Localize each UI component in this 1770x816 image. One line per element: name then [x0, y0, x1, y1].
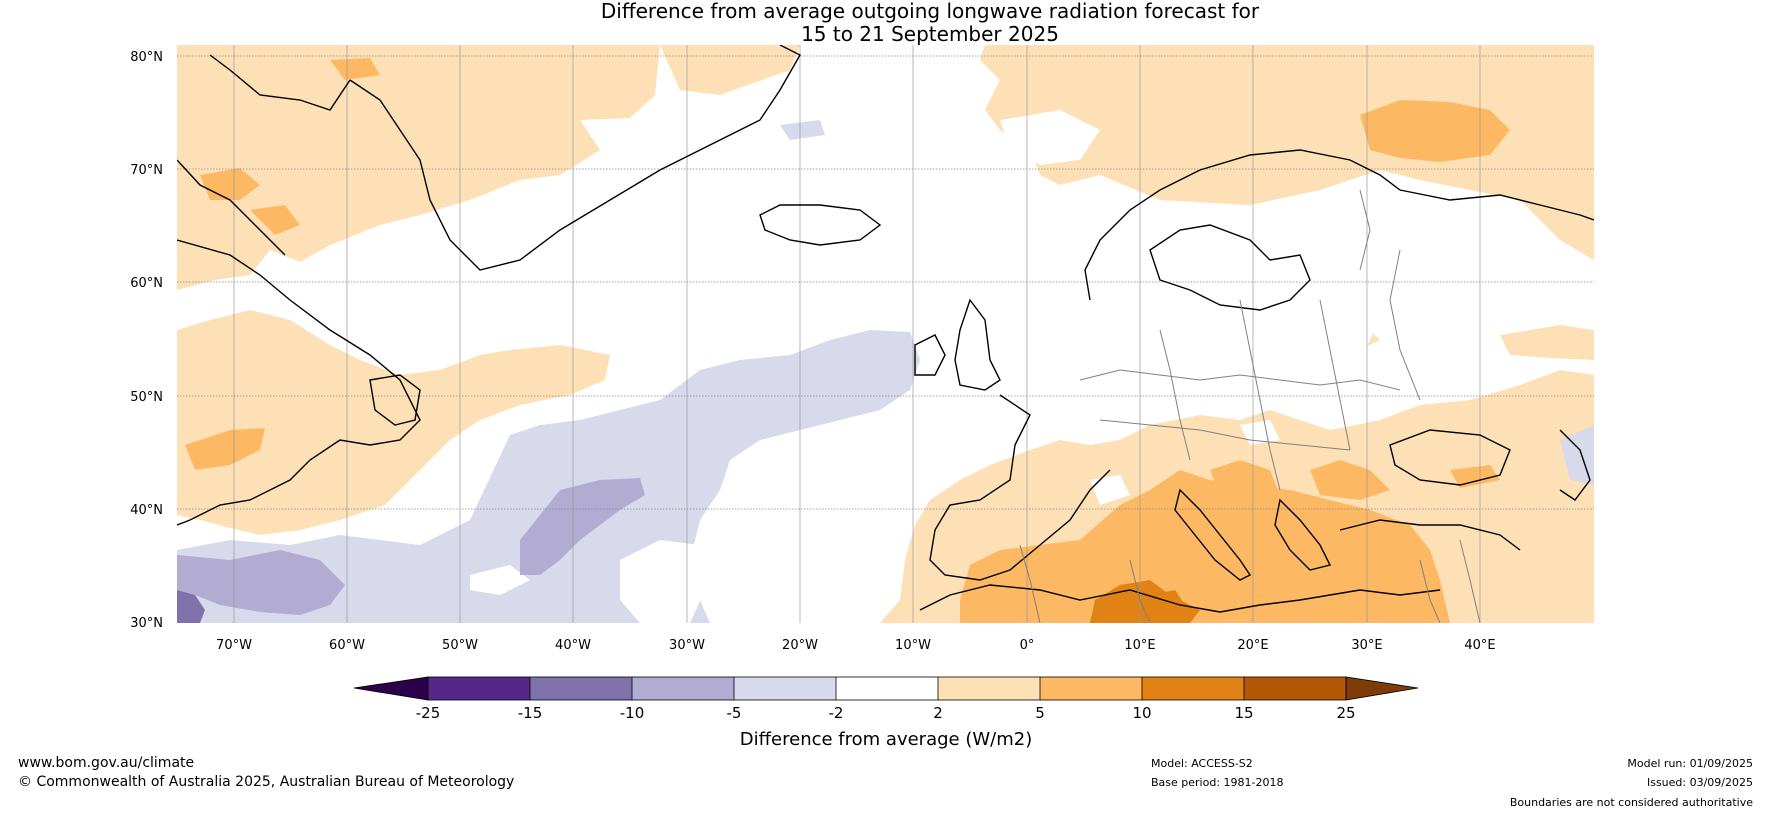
colorbar-swatch [734, 677, 836, 700]
latitude-labels: 80°N 70°N 60°N 50°N 40°N 30°N [130, 50, 163, 631]
colorbar-arrow-right [1345, 676, 1419, 701]
black-sea-coast [1389, 429, 1511, 486]
anomaly-positive-strong [1090, 580, 1200, 623]
colorbar-tick-label: 5 [1035, 704, 1045, 722]
scandinavia-coast [1084, 149, 1401, 301]
colorbar-tick-label: 10 [1132, 704, 1151, 722]
colorbar-swatch [1244, 677, 1346, 700]
greece-coast [1274, 498, 1332, 571]
colorbar-swatch [836, 677, 938, 700]
colorbar-swatch [1142, 677, 1244, 700]
mediterranean-south-coast [919, 584, 1441, 613]
lon-label: 40°E [1464, 638, 1495, 653]
lat-label: 60°N [130, 276, 163, 291]
parallels [177, 55, 1594, 510]
colorbar-tick-label: 2 [933, 704, 943, 722]
russia-north-coast [1399, 189, 1594, 221]
colorbar-swatch [938, 677, 1040, 700]
labrador-coast [177, 159, 286, 256]
lon-label: 10°W [895, 638, 931, 653]
lon-label: 50°W [442, 638, 478, 653]
lon-label: 40°W [555, 638, 591, 653]
longitude-labels: 70°W 60°W 50°W 40°W 30°W 20°W 10°W 0° 10… [216, 638, 1496, 653]
colorbar: -25 -15 -10 -5 -2 2 5 10 15 25 Differenc… [353, 676, 1419, 750]
lon-label: 10°E [1124, 638, 1155, 653]
map-title-line-2: 15 to 21 September 2025 [801, 22, 1059, 46]
colorbar-swatch [1040, 677, 1142, 700]
footer-model: Model: ACCESS-S2 [1151, 757, 1253, 770]
anomaly-negative-light [177, 120, 1594, 623]
lon-label: 70°W [216, 638, 252, 653]
colorbar-tick-label: -15 [518, 704, 543, 722]
ireland [914, 334, 946, 376]
colorbar-tick-label: -25 [416, 704, 441, 722]
lat-label: 30°N [130, 616, 163, 631]
footer-issued: Issued: 03/09/2025 [1646, 776, 1753, 789]
newfoundland-coast [369, 374, 421, 426]
lon-label: 30°E [1351, 638, 1382, 653]
footer-url[interactable]: www.bom.gov.au/climate [18, 755, 195, 771]
colorbar-swatch [632, 677, 734, 700]
lat-label: 80°N [130, 50, 163, 65]
colorbar-ticks: -25 -15 -10 -5 -2 2 5 10 15 25 [416, 704, 1356, 722]
lon-label: 60°W [329, 638, 365, 653]
neutral-holes [1000, 110, 1380, 505]
lon-label: 20°E [1237, 638, 1268, 653]
footer-copyright: © Commonwealth of Australia 2025, Austra… [18, 774, 515, 790]
lat-label: 70°N [130, 163, 163, 178]
footer-disclaimer: Boundaries are not considered authoritat… [1509, 796, 1753, 809]
footer-model-run: Model run: 01/09/2025 [1627, 757, 1753, 770]
colorbar-tick-label: -2 [829, 704, 844, 722]
europe-west-coast [929, 394, 1111, 581]
iceland-coast [759, 204, 882, 246]
anomaly-negative-medium [177, 478, 645, 615]
italy-coast [1174, 488, 1252, 581]
baltic-coast [1149, 224, 1311, 311]
colorbar-tick-label: -5 [727, 704, 742, 722]
caspian-coast [1559, 429, 1591, 501]
colorbar-tick-label: 25 [1336, 704, 1355, 722]
turkey-coast [1339, 519, 1521, 551]
lat-label: 40°N [130, 503, 163, 518]
colorbar-swatch [530, 677, 632, 700]
colorbar-tick-label: 15 [1234, 704, 1253, 722]
greenland-west-coast [209, 54, 351, 111]
meridians [233, 45, 1481, 623]
colorbar-label: Difference from average (W/m2) [740, 729, 1032, 750]
coastlines [177, 45, 1594, 613]
anomaly-negative-strong [177, 590, 205, 623]
greenland-coast [349, 45, 801, 271]
country-borders [1019, 189, 1481, 623]
colorbar-swatch [428, 677, 530, 700]
colorbar-tick-label: -10 [620, 704, 645, 722]
british-isles [954, 298, 1001, 391]
lon-label: 20°W [782, 638, 818, 653]
map-title-line-1: Difference from average outgoing longwav… [600, 0, 1260, 23]
north-america-coast [177, 239, 421, 526]
lat-label: 50°N [130, 390, 163, 405]
neutral-holes-2 [470, 540, 705, 623]
map-panel [177, 45, 1594, 623]
lon-label: 30°W [669, 638, 705, 653]
lon-label: 0° [1020, 638, 1035, 653]
colorbar-arrow-left [353, 676, 429, 701]
footer-base-period: Base period: 1981-2018 [1151, 776, 1284, 789]
